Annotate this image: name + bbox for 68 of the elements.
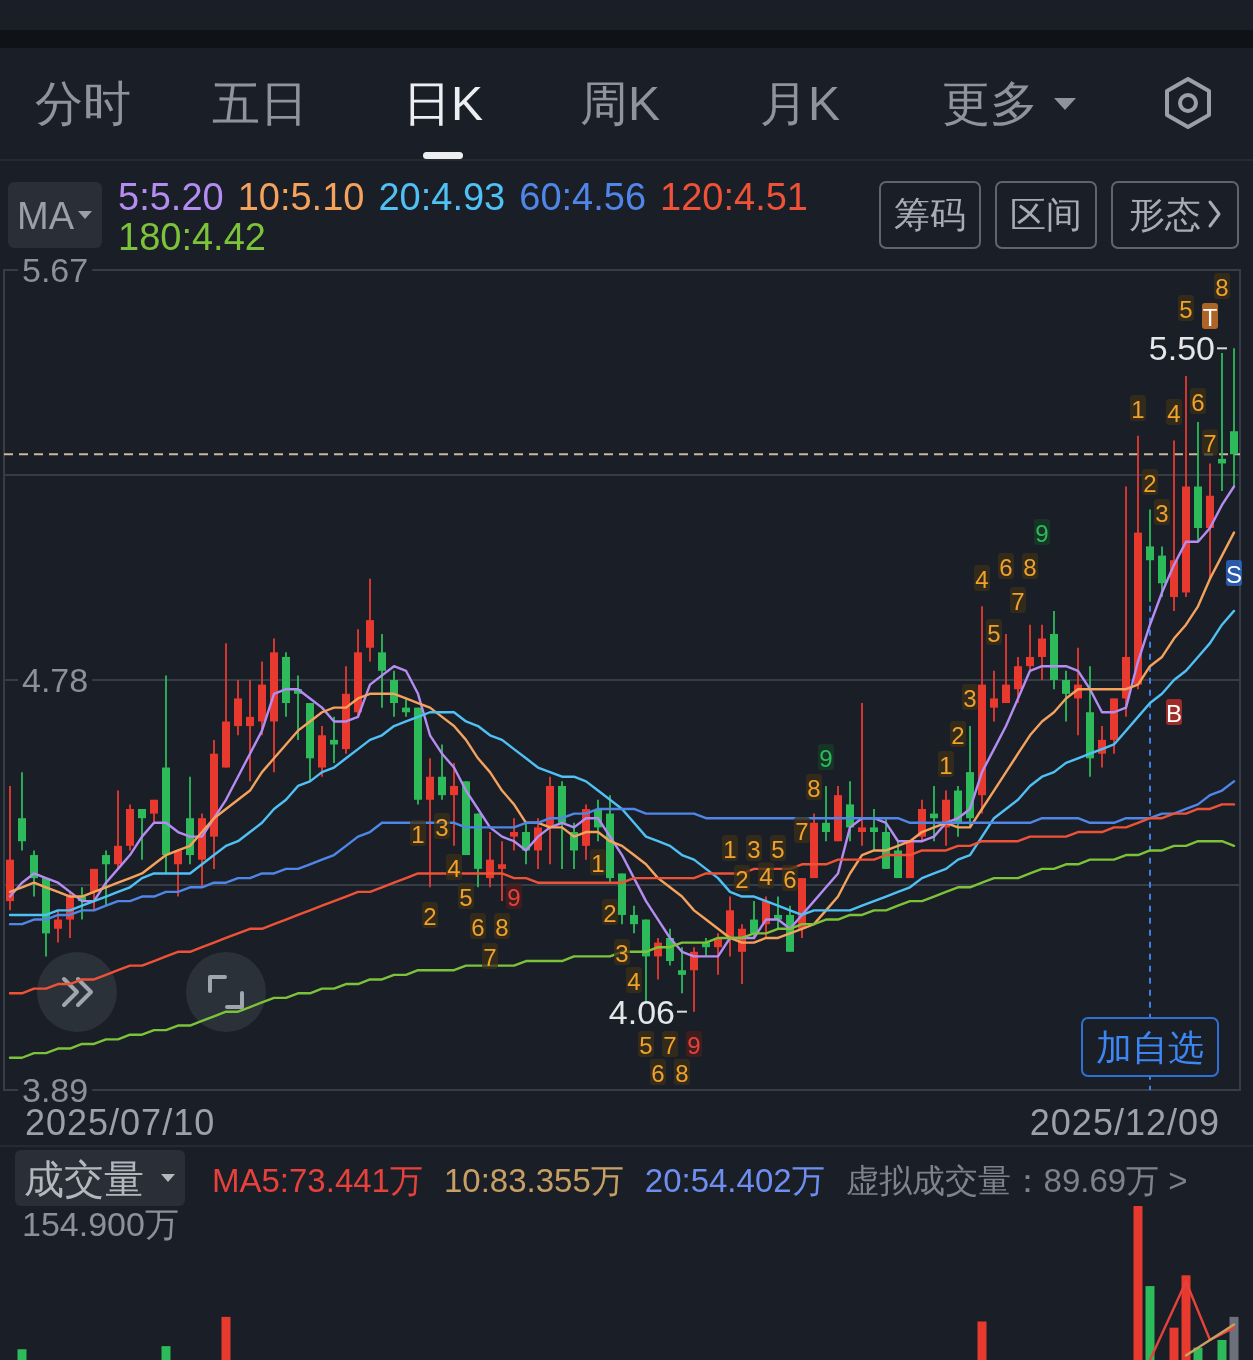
- candlestick: [18, 771, 26, 852]
- candlestick: [378, 633, 386, 709]
- text: MA5:73.441万: [212, 1161, 423, 1199]
- legend-label: 20:54.402万: [644, 1161, 825, 1199]
- text: 五日: [212, 76, 308, 130]
- text: 60:4.56: [519, 176, 647, 218]
- line-series: [8, 803, 1236, 995]
- candlestick: [102, 849, 110, 907]
- candlestick: [870, 808, 878, 852]
- annotation: 4.06: [608, 992, 675, 1031]
- bar: [977, 1321, 987, 1360]
- text: 周K: [579, 76, 661, 130]
- text: 10:83.355万: [443, 1161, 624, 1199]
- candlestick: [510, 817, 518, 852]
- text: 筹码: [894, 193, 966, 235]
- text: 180:4.42: [118, 216, 266, 258]
- text: 日K: [402, 76, 484, 130]
- y-tick-label: 4.78: [22, 661, 89, 699]
- bar: [1181, 1275, 1191, 1360]
- annotation: 5.50: [1148, 329, 1215, 368]
- text: 2025/12/09: [1029, 1101, 1220, 1143]
- text: 月K: [759, 76, 841, 130]
- candlestick: [1038, 623, 1046, 681]
- bar: [1133, 1206, 1143, 1360]
- candlestick: [630, 904, 638, 935]
- candlestick: [1002, 633, 1010, 704]
- text: 更多: [942, 76, 1038, 130]
- bar: [1217, 1339, 1227, 1360]
- candlestick: [858, 702, 866, 847]
- bar: [1229, 1316, 1239, 1360]
- text: 虚拟成交量：89.69万 >: [845, 1161, 1188, 1199]
- candlestick: [90, 867, 98, 912]
- candlestick: [990, 669, 998, 723]
- candlestick: [246, 679, 254, 783]
- bar: [1145, 1286, 1155, 1360]
- candlestick: [498, 840, 506, 903]
- candlestick: [1146, 508, 1154, 603]
- candlestick: [438, 743, 446, 801]
- text: 10:5.10: [237, 176, 365, 218]
- candlestick: [54, 909, 62, 944]
- legend-title-box: 成交量: [15, 1150, 185, 1206]
- legend-title: MA: [17, 195, 75, 237]
- candlestick: [678, 946, 686, 995]
- text: 5:5.20: [118, 176, 224, 218]
- y-tick-label: 5.67: [22, 251, 89, 289]
- text: 区间: [1010, 193, 1082, 235]
- candlestick: [390, 669, 398, 718]
- bar: [161, 1346, 171, 1360]
- text: 120:4.51: [660, 176, 808, 218]
- annotation: 加自选: [1096, 1026, 1204, 1068]
- bar: [221, 1316, 231, 1360]
- legend-title-box: MA: [8, 182, 102, 248]
- bar: [1169, 1327, 1179, 1360]
- text: 形态: [1129, 193, 1201, 235]
- bar: [17, 1349, 27, 1360]
- candlestick: [1014, 656, 1022, 704]
- annotation: 154.900万: [22, 1205, 179, 1243]
- candlestick: [426, 757, 434, 889]
- candlestick: [450, 762, 458, 847]
- candlestick: [114, 789, 122, 870]
- candlestick: [822, 785, 830, 843]
- candlestick: [1230, 347, 1238, 488]
- text: 分时: [35, 76, 131, 130]
- text: 20:4.93: [378, 176, 506, 218]
- candlestick: [1026, 623, 1034, 672]
- candlestick: [138, 808, 146, 861]
- candlestick: [1062, 669, 1070, 723]
- legend-title: 成交量: [24, 1157, 144, 1201]
